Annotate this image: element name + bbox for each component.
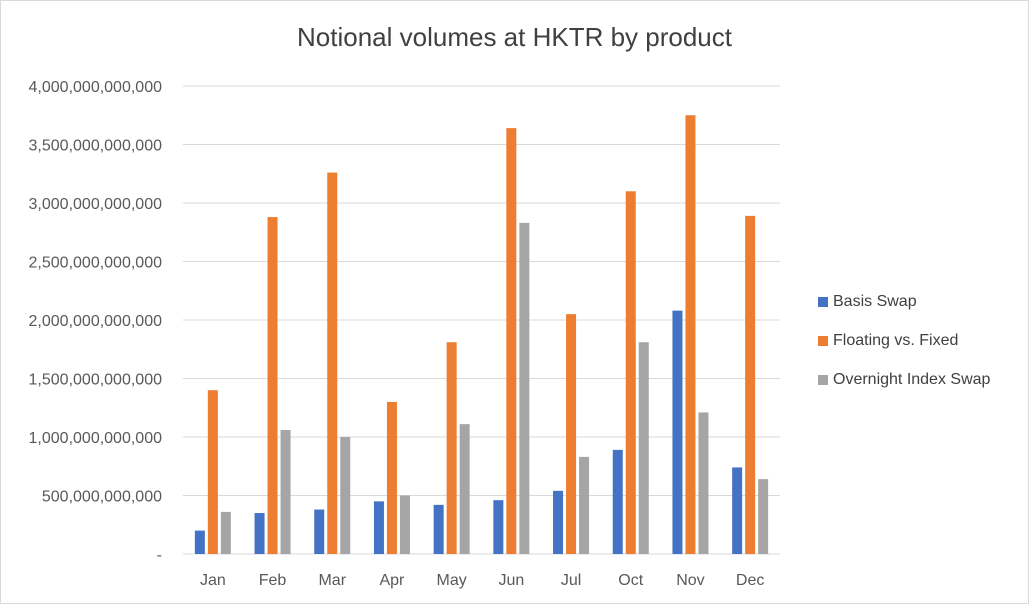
- legend-swatch-floating-vs-fixed: [818, 335, 828, 346]
- bar: [220, 511, 231, 554]
- x-tick-label: Jun: [498, 572, 524, 589]
- bar: [254, 513, 265, 554]
- x-tick-label: Jul: [561, 572, 581, 589]
- legend-item-floating-vs-fixed: Floating vs. Fixed: [818, 321, 990, 360]
- bar: [327, 172, 338, 554]
- x-tick-label: Mar: [318, 572, 346, 589]
- bar: [732, 467, 743, 554]
- legend-item-basis-swap: Basis Swap: [818, 282, 990, 321]
- bar: [519, 222, 530, 554]
- y-tick-label: -: [157, 547, 162, 564]
- bar: [506, 128, 517, 554]
- y-tick-label: 3,500,000,000,000: [29, 138, 163, 155]
- bar: [612, 449, 623, 554]
- y-tick-label: 3,000,000,000,000: [29, 196, 163, 213]
- y-tick-label: 2,000,000,000,000: [29, 313, 163, 330]
- y-tick-label: 500,000,000,000: [42, 489, 162, 506]
- bar: [685, 115, 696, 554]
- legend-label-basis-swap: Basis Swap: [833, 292, 917, 310]
- bar: [758, 479, 769, 554]
- bar: [399, 495, 410, 554]
- bar: [194, 530, 205, 554]
- x-tick-label: Nov: [676, 572, 704, 589]
- bar: [566, 314, 577, 554]
- y-tick-label: 2,500,000,000,000: [29, 255, 163, 272]
- legend-label-floating-vs-fixed: Floating vs. Fixed: [833, 331, 959, 349]
- bar: [553, 490, 564, 554]
- bar: [314, 509, 325, 554]
- bar: [280, 429, 291, 554]
- legend-swatch-overnight-index-swap: [818, 374, 828, 385]
- legend-item-overnight-index-swap: Overnight Index Swap: [818, 360, 990, 399]
- x-tick-label: Dec: [736, 572, 764, 589]
- bar: [625, 191, 636, 555]
- bar: [433, 504, 444, 554]
- bar: [207, 390, 218, 554]
- bar: [446, 342, 457, 554]
- bar: [340, 437, 351, 554]
- bar: [493, 500, 504, 554]
- legend-swatch-basis-swap: [818, 296, 828, 307]
- chart-title: Notional volumes at HKTR by product: [297, 22, 732, 52]
- bar: [698, 412, 709, 554]
- legend: Basis Swap Floating vs. Fixed Overnight …: [818, 282, 990, 399]
- bar: [672, 310, 683, 554]
- y-tick-label: 4,000,000,000,000: [29, 79, 163, 96]
- bar: [745, 215, 756, 554]
- bar: [386, 401, 397, 554]
- x-tick-label: Feb: [259, 572, 287, 589]
- legend-label-overnight-index-swap: Overnight Index Swap: [833, 370, 991, 388]
- y-tick-label: 1,000,000,000,000: [29, 430, 163, 447]
- bar: [267, 217, 278, 555]
- y-tick-label: 1,500,000,000,000: [29, 372, 163, 389]
- bar: [373, 501, 384, 554]
- bar: [579, 456, 590, 554]
- x-tick-label: Oct: [618, 572, 643, 589]
- bar: [459, 424, 470, 554]
- x-tick-label: May: [437, 572, 467, 589]
- x-tick-label: Jan: [200, 572, 226, 589]
- bar: [638, 342, 649, 554]
- x-tick-label: Apr: [379, 572, 405, 589]
